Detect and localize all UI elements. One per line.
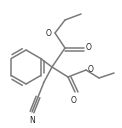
- Text: N: N: [29, 116, 35, 125]
- Text: O: O: [71, 96, 77, 105]
- Text: O: O: [86, 44, 92, 52]
- Text: O: O: [46, 29, 52, 39]
- Text: O: O: [88, 66, 94, 74]
